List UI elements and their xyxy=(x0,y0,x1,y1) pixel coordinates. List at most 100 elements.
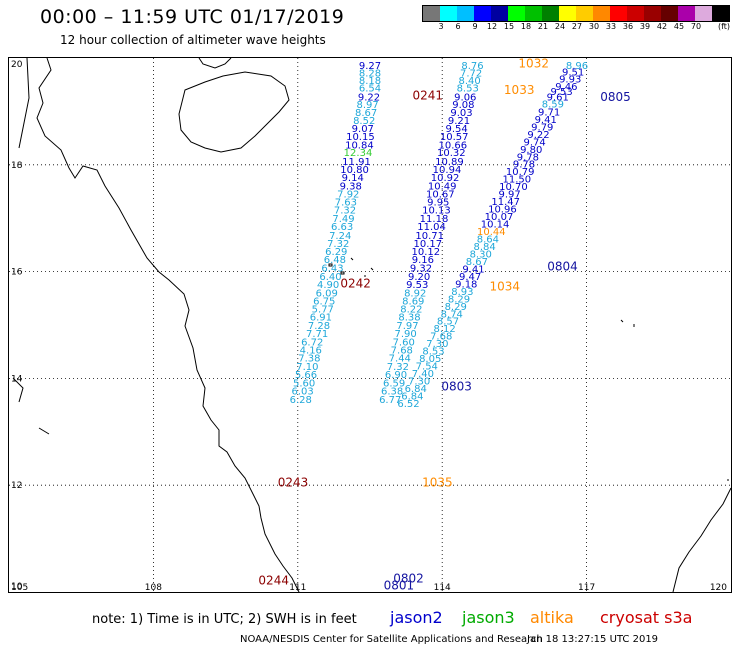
wave-height-label: 6.91 xyxy=(310,313,332,324)
wave-height-label: 8.40 xyxy=(458,76,480,87)
scale-tick-label: 45 xyxy=(673,22,685,31)
wave-height-label: 11.04 xyxy=(417,222,446,233)
hainan-island xyxy=(178,71,290,153)
pass-time-label: 0804 xyxy=(547,259,578,273)
pass-time-label: 0802 xyxy=(393,572,424,586)
legend-jason2: jason2 xyxy=(390,608,443,627)
wave-height-label: 7.10 xyxy=(296,362,318,373)
wave-height-label: 6.54 xyxy=(359,83,381,94)
wave-height-label: 7.68 xyxy=(430,332,452,343)
wave-height-label: 7.63 xyxy=(335,198,357,209)
pass-time-label: 0805 xyxy=(600,90,631,104)
scale-swatch xyxy=(661,6,678,21)
wave-height-label: 9.51 xyxy=(562,67,584,78)
y-tick-label: 18 xyxy=(11,161,23,171)
wave-height-label: 6.77 xyxy=(379,395,401,406)
wave-height-label: 7.44 xyxy=(389,354,411,365)
wave-height-label: 9.54 xyxy=(445,124,467,135)
wave-height-label: 9.21 xyxy=(448,116,470,127)
wave-height-label: 11.50 xyxy=(502,175,531,186)
legend-jason3: jason3 xyxy=(462,608,515,627)
wave-height-label: 8.29 xyxy=(448,294,470,305)
wave-height-label: 7.72 xyxy=(460,68,482,79)
pass-time-label: 0244 xyxy=(258,573,289,587)
pass-time-label: 0803 xyxy=(441,379,472,393)
wave-height-label: 6.28 xyxy=(290,395,312,406)
scale-swatch xyxy=(610,6,627,21)
scale-unit: (ft) xyxy=(718,22,731,31)
wave-labels: 9.278.288.186.549.228.978.678.529.0710.1… xyxy=(290,61,589,410)
wave-height-label: 9.38 xyxy=(340,182,362,193)
y-tick-label: 20 xyxy=(11,60,23,70)
wave-height-label: 7.30 xyxy=(426,339,448,350)
wave-height-label: 8.18 xyxy=(359,76,381,87)
map-frame: 9.27 8.28 8.18 6.54 9.22 8.97 8.67 8.52 9.07 10.1… xyxy=(8,57,732,593)
x-tick-label: 117 xyxy=(578,583,595,592)
wave-height-label: 10.94 xyxy=(433,165,462,176)
wave-height-label: 7.32 xyxy=(387,362,409,373)
wave-height-label: 8.28 xyxy=(359,68,381,79)
wave-height-label: 8.05 xyxy=(419,354,441,365)
wave-height-label: 10.17 xyxy=(413,239,442,250)
wave-height-label: 9.06 xyxy=(454,92,476,103)
x-tick-label: 105 xyxy=(11,583,28,592)
wave-height-label: 6.38 xyxy=(381,387,403,398)
wave-height-label: 8.74 xyxy=(441,309,463,320)
wave-height-label: 9.07 xyxy=(352,124,374,135)
wave-height-label: 6.63 xyxy=(331,222,353,233)
wave-height-label: 7.97 xyxy=(396,321,418,332)
wave-height-label: 6.90 xyxy=(385,370,407,381)
scale-swatch xyxy=(423,6,440,21)
wave-height-label: 8.22 xyxy=(400,304,422,315)
x-tick-label: 111 xyxy=(289,583,306,592)
wave-height-label: 6.03 xyxy=(291,387,313,398)
wave-height-label: 8.67 xyxy=(355,108,377,119)
wave-height-label: 11.91 xyxy=(342,157,371,168)
inland-border xyxy=(12,58,50,435)
axis-ticks: 105 108 111 114 117 120 20 18 16 14 12 10 xyxy=(11,60,727,592)
wave-height-label: 7.71 xyxy=(306,329,328,340)
scale-tick-label: 39 xyxy=(639,22,651,31)
wave-height-label: 8.52 xyxy=(353,116,375,127)
scale-tick-label: 36 xyxy=(622,22,634,31)
wave-height-label: 6.48 xyxy=(324,255,346,266)
wave-height-label: 7.32 xyxy=(334,206,356,217)
wave-height-label: 9.27 xyxy=(359,61,381,72)
wave-height-label: 10.14 xyxy=(481,220,510,231)
wave-height-label: 4.90 xyxy=(317,280,339,291)
philippines-coast xyxy=(672,487,731,592)
wave-height-label: 10.57 xyxy=(440,132,469,143)
credit-text: NOAA/NESDIS Center for Satellite Applica… xyxy=(240,634,543,645)
scale-tick-label: 27 xyxy=(571,22,583,31)
scale-tick-label: 3 xyxy=(438,22,444,31)
timestamp-text: Jan 18 13:27:15 UTC 2019 xyxy=(527,634,659,645)
wave-height-label: 9.78 xyxy=(513,160,535,171)
wave-height-label: 9.78 xyxy=(517,152,539,163)
scale-tick-label: 15 xyxy=(503,22,515,31)
wave-height-label: 8.53 xyxy=(457,83,479,94)
wave-height-label: 8.93 xyxy=(451,287,473,298)
wave-height-label: 10.80 xyxy=(340,165,369,176)
pass-time-label: 0241 xyxy=(413,88,444,102)
paracel-islands xyxy=(328,257,374,277)
wave-height-label: 6.40 xyxy=(319,272,341,283)
scale-swatch xyxy=(678,6,695,21)
wave-height-label: 9.46 xyxy=(555,82,577,93)
wave-height-label: 8.92 xyxy=(404,288,426,299)
scale-swatch xyxy=(627,6,644,21)
wave-height-label: 9.80 xyxy=(520,145,542,156)
scale-tick-label: 33 xyxy=(605,22,617,31)
wave-height-label: 10.92 xyxy=(431,173,460,184)
legend-altika: altika xyxy=(530,608,574,627)
wave-height-label: 10.84 xyxy=(345,141,374,152)
wave-height-label: 6.09 xyxy=(316,288,338,299)
scale-tick-label: 21 xyxy=(537,22,549,31)
x-tick-label: 120 xyxy=(710,583,727,592)
wave-height-label: 8.76 xyxy=(461,61,483,72)
scale-tick-label: 30 xyxy=(588,22,600,31)
wave-height-label: 8.57 xyxy=(437,317,459,328)
wave-height-label: 7.32 xyxy=(327,239,349,250)
wave-height-label: 8.59 xyxy=(542,99,564,110)
wave-height-label: 7.49 xyxy=(332,214,354,225)
scale-swatch xyxy=(440,6,457,21)
